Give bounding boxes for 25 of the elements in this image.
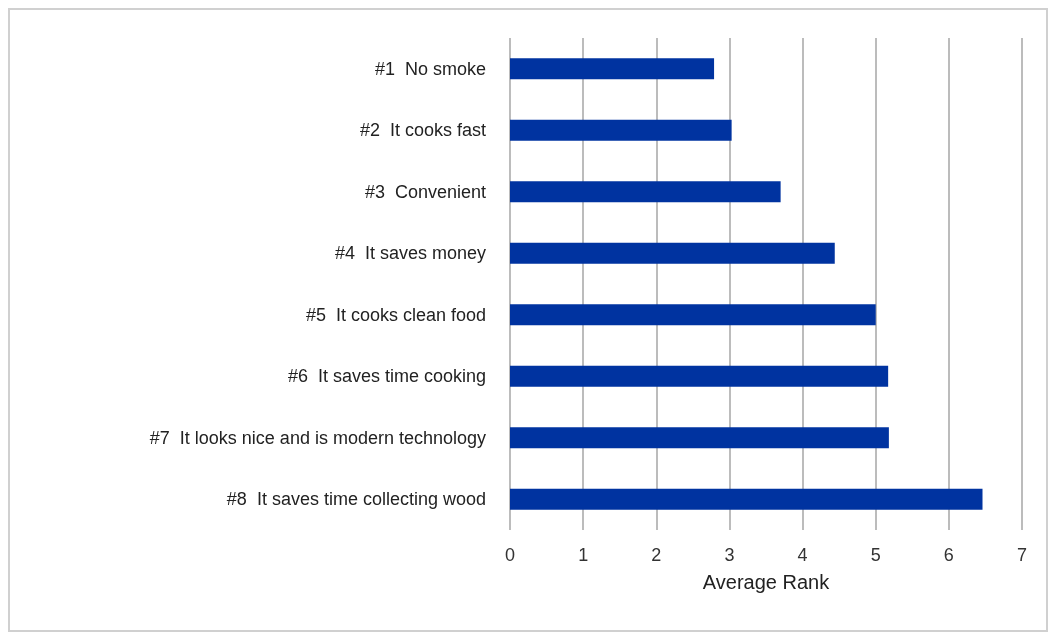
bar	[510, 488, 983, 510]
x-tick-label: 4	[797, 545, 808, 565]
x-tick-label: 3	[724, 545, 735, 565]
bar	[510, 119, 732, 141]
y-tick-label: #2 It cooks fast	[359, 120, 486, 141]
y-tick-label: #6 It saves time cooking	[287, 366, 486, 387]
x-tick-label: 1	[578, 545, 589, 565]
bar	[510, 242, 835, 264]
y-tick-label: #3 Convenient	[364, 181, 486, 202]
bar	[510, 181, 781, 203]
x-tick-label: 6	[943, 545, 954, 565]
y-tick-label: #1 No smoke	[374, 58, 486, 79]
y-tick-label: #7 It looks nice and is modern technology	[149, 427, 486, 448]
y-tick-label: #8 It saves time collecting wood	[226, 489, 486, 510]
x-tick-label: 2	[651, 545, 662, 565]
bar	[510, 427, 889, 449]
x-tick-label: 0	[504, 545, 516, 565]
x-tick-label: 5	[870, 545, 881, 565]
bar	[510, 304, 876, 326]
x-axis-title: Average Rank	[702, 571, 831, 593]
y-tick-label: #4 It saves money	[334, 243, 486, 264]
bar	[510, 58, 715, 80]
y-tick-label: #5 It cooks clean food	[305, 304, 486, 325]
bar	[510, 365, 889, 387]
x-tick-label: 7	[1016, 545, 1028, 565]
